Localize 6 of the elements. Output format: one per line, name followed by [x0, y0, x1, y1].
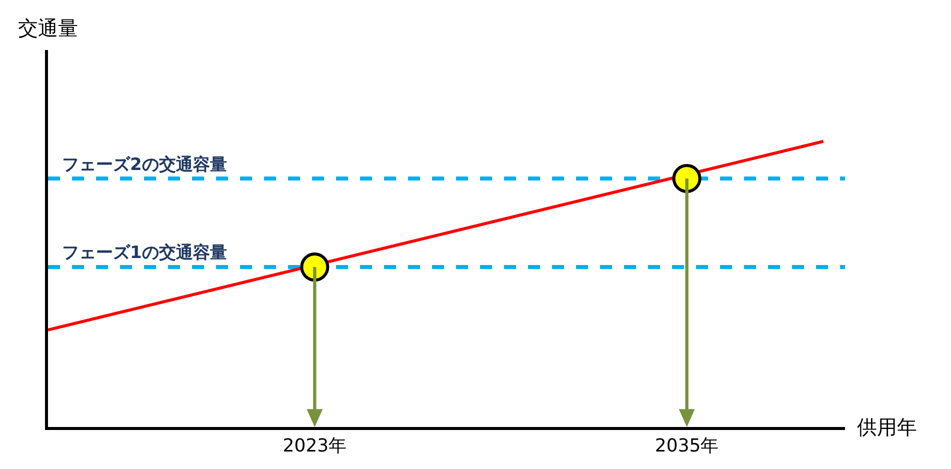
ref-line-label: フェーズ2の交通容量: [62, 155, 227, 175]
ref-line-label: フェーズ1の交通容量: [62, 243, 227, 263]
x-tick-label: 2023年: [282, 436, 347, 457]
text: 交通量: [18, 16, 78, 40]
x-tick-label: 2035年: [654, 436, 719, 457]
x-axis-title: 供用年: [857, 415, 917, 439]
